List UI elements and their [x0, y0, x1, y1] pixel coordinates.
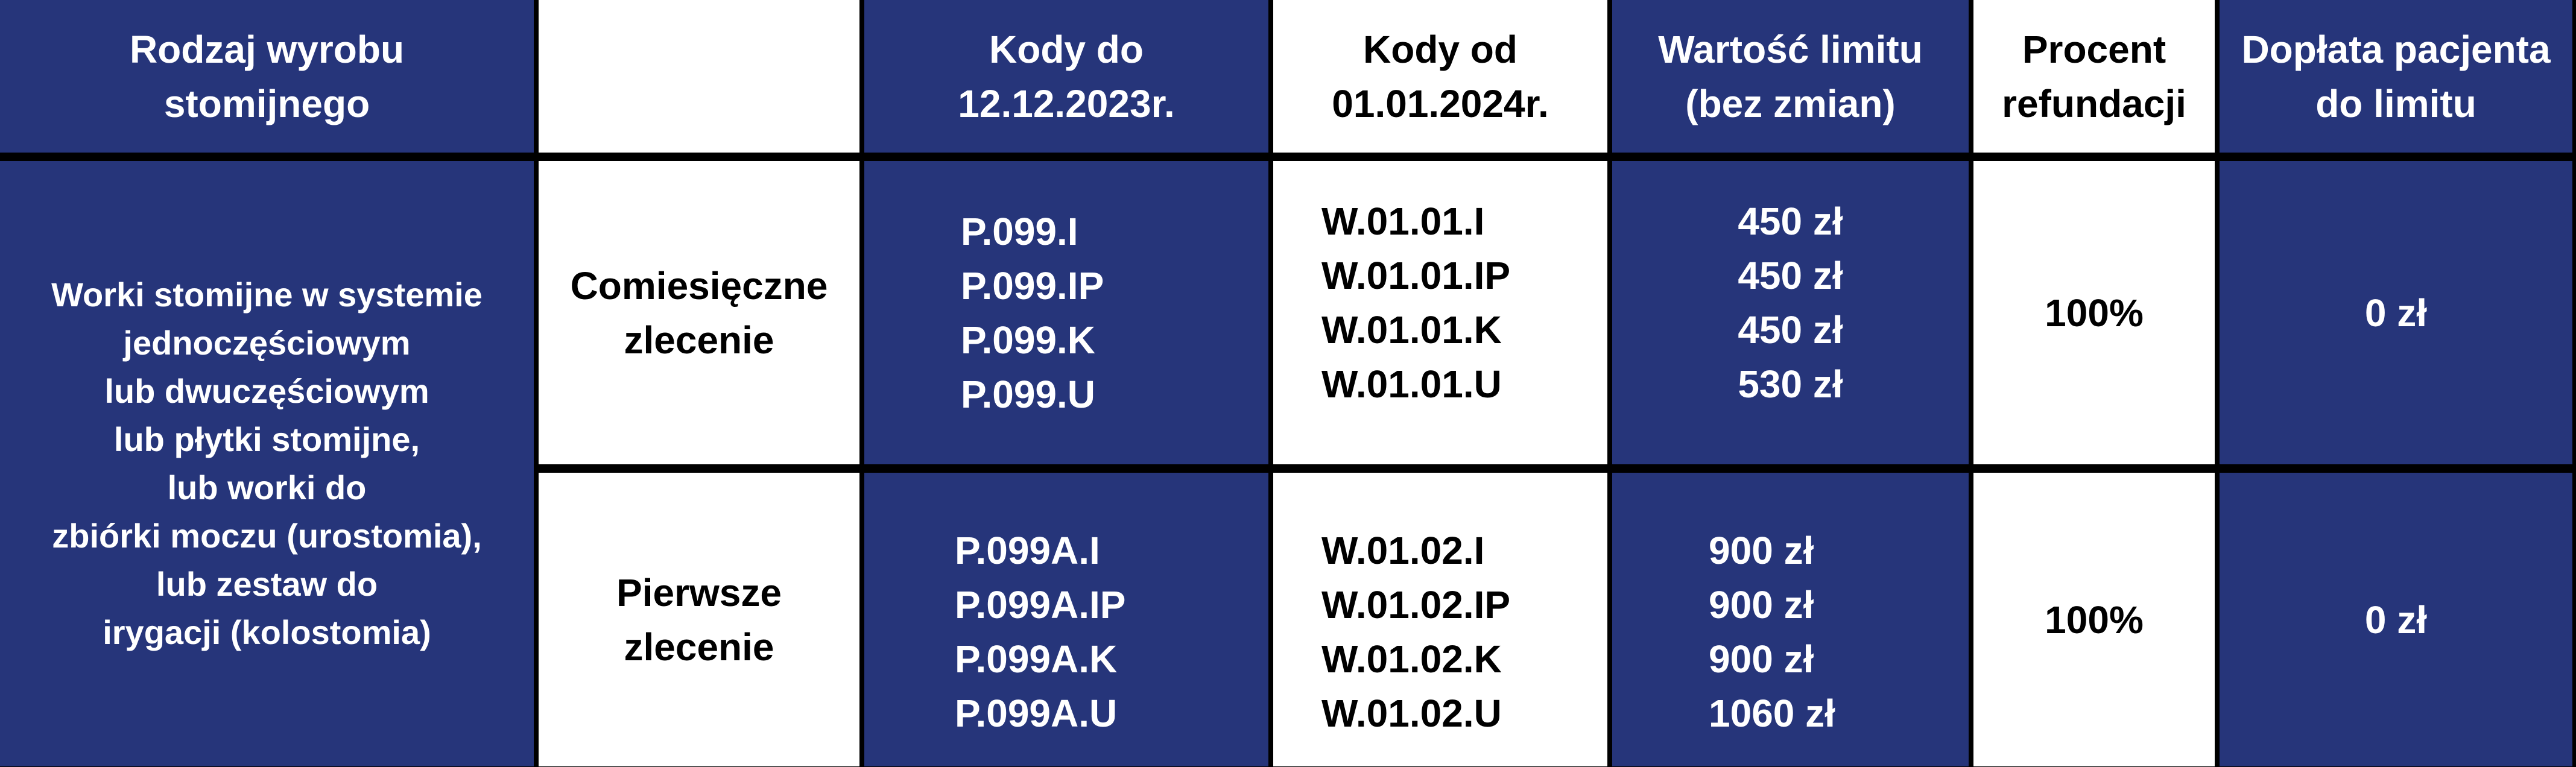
limit-value: 450 zł: [1738, 308, 1843, 352]
copay-value: 0 zł: [2364, 598, 2428, 642]
code: P.099.U: [961, 372, 1095, 416]
old-codes-first: P.099A.I P.099A.IP P.099A.K P.099A.U: [864, 473, 1268, 766]
header-text: Procent: [2022, 27, 2166, 71]
header-refund: Procent refundacji: [1973, 0, 2215, 153]
limit-value: 900 zł: [1709, 582, 1814, 627]
product-description: Worki stomijne w systemie jednoczęściowy…: [0, 161, 534, 766]
new-codes-first: W.01.02.I W.01.02.IP W.01.02.K W.01.02.U: [1273, 473, 1607, 766]
header-limit: Wartość limitu (bez zmian): [1612, 0, 1969, 153]
code: P.099.I: [961, 209, 1078, 253]
header-product-type: Rodzaj wyrobu stomijnego: [0, 0, 534, 153]
copay-first: 0 zł: [2220, 473, 2572, 766]
code: P.099A.IP: [955, 582, 1126, 627]
refund-first: 100%: [1973, 473, 2215, 766]
code: P.099.IP: [961, 264, 1104, 308]
product-line: lub worki do: [167, 469, 367, 507]
product-line: Worki stomijne w systemie: [51, 276, 483, 314]
order-text: zlecenie: [624, 625, 774, 669]
header-text: Kody do: [989, 27, 1144, 71]
order-text: Comiesięczne: [570, 264, 828, 308]
code: P.099A.U: [955, 691, 1118, 735]
limits-first: 900 zł 900 zł 900 zł 1060 zł: [1612, 473, 1969, 766]
header-text: 12.12.2023r.: [958, 81, 1175, 125]
header-text: (bez zmian): [1685, 81, 1896, 125]
header-text: Rodzaj wyrobu: [129, 27, 405, 71]
order-type-first: Pierwsze zlecenie: [539, 473, 859, 766]
limits-monthly: 450 zł 450 zł 450 zł 530 zł: [1612, 161, 1969, 464]
code: P.099.K: [961, 318, 1095, 362]
header-text: do limitu: [2315, 81, 2476, 125]
header-text: 01.01.2024r.: [1332, 81, 1549, 125]
limit-value: 450 zł: [1738, 254, 1843, 297]
limit-value: 530 zł: [1738, 362, 1843, 406]
product-line: lub zestaw do: [156, 565, 378, 603]
limit-value: 1060 zł: [1709, 691, 1835, 735]
product-line: jednoczęściowym: [123, 324, 411, 362]
code: W.01.01.K: [1321, 308, 1502, 352]
limit-value: 900 zł: [1709, 528, 1814, 572]
order-text: Pierwsze: [616, 570, 782, 614]
copay-value: 0 zł: [2364, 291, 2428, 335]
header-new-codes: Kody od 01.01.2024r.: [1273, 0, 1607, 153]
old-codes-monthly: P.099.I P.099.IP P.099.K P.099.U: [864, 161, 1268, 464]
copay-monthly: 0 zł: [2220, 161, 2572, 464]
order-type-monthly: Comiesięczne zlecenie: [539, 161, 859, 464]
new-codes-monthly: W.01.01.I W.01.01.IP W.01.01.K W.01.01.U: [1273, 161, 1607, 464]
order-text: zlecenie: [624, 318, 774, 362]
limit-value: 450 zł: [1738, 200, 1843, 243]
code: P.099A.I: [955, 528, 1100, 572]
code: W.01.02.K: [1321, 637, 1502, 681]
header-text: Wartość limitu: [1658, 27, 1923, 71]
product-line: zbiórki moczu (urostomia),: [52, 517, 482, 555]
code: W.01.01.I: [1321, 200, 1485, 243]
refund-monthly: 100%: [1973, 161, 2215, 464]
product-line: lub dwuczęściowym: [104, 372, 429, 410]
header-copay: Dopłata pacjenta do limitu: [2220, 0, 2572, 153]
refund-value: 100%: [2045, 598, 2144, 642]
product-line: irygacji (kolostomia): [103, 613, 431, 651]
code: W.01.02.U: [1321, 691, 1502, 735]
code: W.01.02.IP: [1321, 582, 1511, 627]
header-text: refundacji: [2002, 81, 2186, 125]
header-text: Dopłata pacjenta: [2241, 27, 2551, 71]
code: W.01.01.IP: [1321, 254, 1511, 297]
code: W.01.02.I: [1321, 528, 1485, 572]
product-line: lub płytki stomijne,: [113, 420, 420, 458]
header-old-codes: Kody do 12.12.2023r.: [864, 0, 1268, 153]
limit-value: 900 zł: [1709, 637, 1814, 681]
code: W.01.01.U: [1321, 362, 1502, 406]
code: P.099A.K: [955, 637, 1118, 681]
refund-value: 100%: [2045, 291, 2144, 335]
header-text: Kody od: [1363, 27, 1517, 71]
header-text: stomijnego: [163, 81, 370, 125]
header-order-type: [539, 0, 859, 153]
